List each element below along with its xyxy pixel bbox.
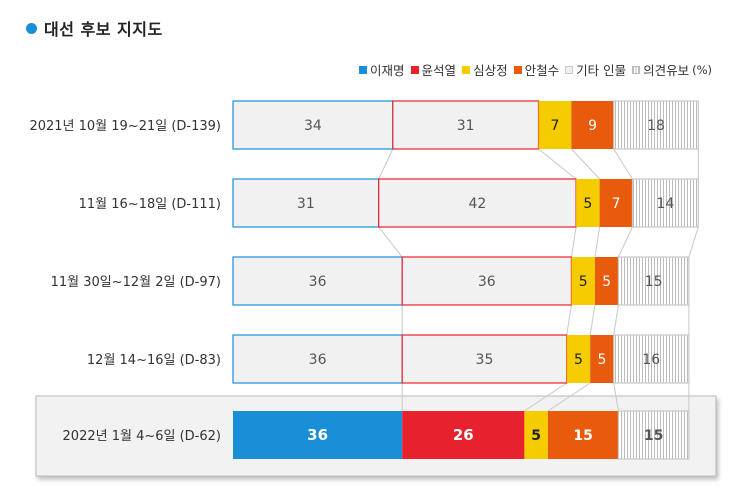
- bar-segment: [590, 335, 614, 383]
- data-label: 15: [573, 428, 592, 444]
- connector-line: [589, 304, 596, 336]
- data-label: 14: [656, 196, 674, 212]
- data-label: 15: [644, 428, 663, 444]
- data-label: 26: [453, 426, 474, 444]
- bar-segment: [631, 178, 699, 228]
- data-label: 36: [309, 274, 327, 290]
- connector-line: [613, 304, 619, 336]
- legend-label: 의견유보: [643, 63, 690, 78]
- bar-segment: [378, 178, 577, 228]
- bar-segment: [392, 100, 540, 150]
- category-label: 12월 14~16일 (D-83): [87, 353, 221, 368]
- bar-segment: [613, 334, 690, 384]
- bar-segment: [571, 257, 595, 305]
- legend-unit: (%): [692, 62, 712, 77]
- bar-segment: [617, 410, 690, 460]
- data-label: 5: [597, 352, 606, 368]
- bar-segment: [401, 334, 568, 384]
- bar-segment: [594, 257, 619, 305]
- bar-segment: [617, 256, 690, 306]
- data-label: 15: [645, 274, 663, 290]
- connector-line: [524, 382, 567, 412]
- data-label: 5: [574, 352, 583, 368]
- legend-swatch: [359, 65, 368, 74]
- bar-segment: [566, 335, 591, 383]
- connector-line: [594, 226, 601, 258]
- legend-item: 의견유보: [632, 60, 689, 79]
- data-label: 5: [579, 274, 588, 290]
- legend-swatch: [462, 65, 471, 74]
- connector-line: [566, 304, 572, 336]
- chart-title: 대선 후보 지지도: [44, 20, 163, 39]
- data-label: 5: [583, 196, 592, 212]
- legend-swatch: [632, 65, 641, 74]
- bar-segment: [232, 334, 403, 384]
- legend-label: 안철수: [524, 63, 560, 78]
- bar-segment: [401, 256, 573, 306]
- legend-swatch: [565, 65, 574, 74]
- connector-line: [613, 148, 633, 180]
- bar-segment: [232, 256, 403, 306]
- legend-label: 이재명: [370, 63, 405, 78]
- connector-line: [570, 226, 577, 258]
- title-bullet-icon: [26, 22, 37, 34]
- legend-item: 심상정: [462, 60, 508, 79]
- data-label: 18: [647, 118, 665, 134]
- data-label: 36: [309, 352, 327, 368]
- connector-line: [617, 226, 633, 258]
- connector-line: [688, 226, 699, 258]
- chart-title-group: 대선 후보 지지도: [26, 16, 163, 40]
- bar-segment: [232, 178, 380, 228]
- legend-label: 윤석열: [421, 63, 457, 78]
- data-label: 35: [476, 352, 494, 368]
- bar-segment: [402, 411, 525, 459]
- legend-item: 윤석열: [410, 60, 457, 79]
- connector-line: [378, 226, 403, 258]
- bar-segment: [524, 411, 548, 459]
- category-label: 2022년 1월 4~6일 (D-62): [63, 429, 221, 444]
- bar-segment: [599, 179, 633, 227]
- connector-line: [378, 148, 394, 180]
- legend-swatch: [410, 65, 419, 74]
- legend-item: 기타 인물: [565, 60, 626, 79]
- data-label: 5: [602, 274, 611, 290]
- data-label: 36: [307, 426, 328, 444]
- bar-segment: [232, 100, 394, 150]
- connector-line: [547, 382, 591, 412]
- data-label: 9: [588, 118, 597, 134]
- data-label: 36: [478, 274, 496, 290]
- data-label: 31: [457, 118, 475, 134]
- data-label: 42: [468, 196, 486, 212]
- category-label: 11월 30일~12월 2일 (D-97): [51, 275, 221, 290]
- category-label: 2021년 10월 19~21일 (D-139): [29, 119, 221, 134]
- legend-item: 안철수: [513, 60, 560, 79]
- data-label: 5: [531, 428, 541, 444]
- connector-line: [613, 382, 619, 412]
- data-label: 31: [297, 196, 315, 212]
- legend-item: 이재명: [359, 60, 405, 79]
- data-label: 34: [304, 118, 322, 134]
- legend-label: 기타 인물: [576, 63, 627, 78]
- bar-segment: [233, 411, 403, 459]
- bar-segment: [547, 411, 619, 459]
- bar-segment: [576, 179, 600, 227]
- category-label: 11월 16~18일 (D-111): [79, 197, 221, 212]
- connector-line: [538, 148, 577, 180]
- bar-segment: [613, 100, 699, 150]
- data-label: 7: [612, 196, 621, 212]
- legend-label: 심상정: [473, 63, 508, 78]
- legend-swatch: [513, 65, 522, 74]
- connector-line: [571, 148, 600, 180]
- bar-segment: [571, 101, 614, 149]
- data-label: 7: [550, 118, 559, 134]
- data-label: 16: [642, 352, 660, 368]
- bar-segment: [538, 101, 572, 149]
- chart-legend: 이재명 윤석열 심상정 안철수 기타 인물 의견유보 (%): [353, 60, 712, 79]
